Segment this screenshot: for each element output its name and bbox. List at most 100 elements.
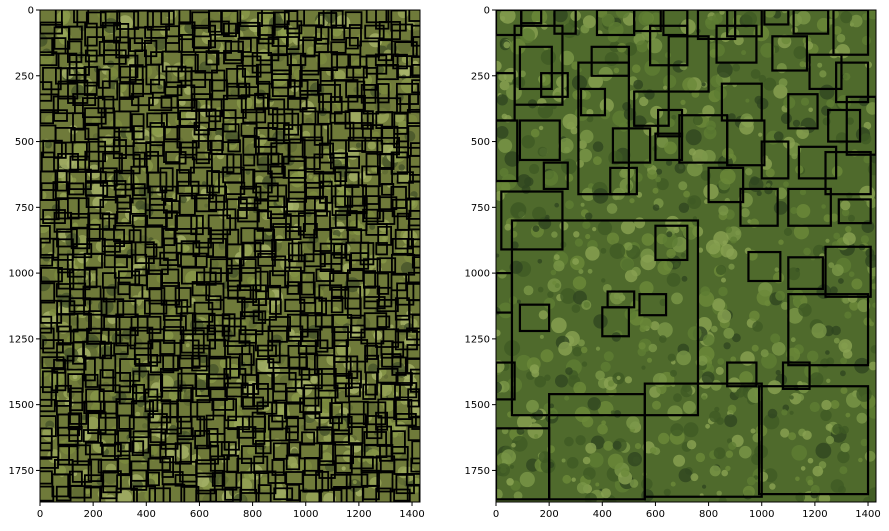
canopy-blob bbox=[840, 11, 853, 24]
canopy-blob bbox=[844, 311, 852, 319]
tree-bounding-box bbox=[237, 196, 259, 209]
tree-bounding-box bbox=[391, 237, 414, 255]
tree-bounding-box bbox=[333, 355, 352, 377]
tree-bounding-box bbox=[349, 122, 372, 142]
canopy-blob bbox=[723, 342, 731, 350]
tree-bounding-box bbox=[272, 442, 289, 460]
canopy-blob bbox=[509, 464, 515, 469]
tree-bounding-box bbox=[179, 339, 200, 360]
canopy-blob bbox=[524, 177, 534, 187]
canopy-blob bbox=[727, 404, 737, 414]
canopy-blob bbox=[185, 110, 196, 121]
tree-bounding-box bbox=[178, 354, 201, 369]
tree-bounding-box bbox=[241, 344, 255, 366]
tree-bounding-box bbox=[285, 387, 305, 404]
tree-bounding-box bbox=[362, 383, 377, 400]
tree-bounding-box bbox=[787, 93, 819, 130]
tree-bounding-box bbox=[238, 258, 257, 274]
tree-bounding-box bbox=[395, 314, 411, 333]
canopy-blob bbox=[673, 393, 682, 403]
canopy-blob bbox=[825, 423, 833, 431]
tree-bounding-box bbox=[146, 315, 162, 334]
tree-bounding-box bbox=[726, 119, 766, 167]
tree-bounding-box bbox=[393, 398, 413, 420]
tree-bounding-box bbox=[349, 324, 366, 339]
tree-bounding-box bbox=[272, 371, 297, 393]
tree-bounding-box bbox=[42, 139, 63, 159]
canopy-blob bbox=[725, 450, 734, 458]
tree-bounding-box bbox=[129, 326, 154, 350]
tree-bounding-box bbox=[405, 197, 420, 220]
tree-bounding-box bbox=[411, 79, 420, 94]
tree-bounding-box bbox=[407, 224, 420, 248]
canopy-blob bbox=[683, 422, 699, 438]
tree-bounding-box bbox=[40, 51, 58, 67]
y-tick-label: 1750 bbox=[9, 466, 34, 477]
canopy-blob bbox=[510, 202, 526, 219]
canopy-blob bbox=[828, 262, 835, 268]
tree-bounding-box bbox=[254, 270, 269, 293]
canopy-blob bbox=[581, 361, 588, 367]
canopy-blob bbox=[593, 156, 602, 166]
tree-bounding-box bbox=[364, 344, 378, 360]
tree-bounding-box bbox=[299, 330, 319, 348]
canopy-blob bbox=[741, 50, 747, 56]
canopy-blob bbox=[648, 343, 658, 353]
canopy-blob bbox=[580, 24, 590, 34]
tree-bounding-box bbox=[271, 79, 296, 98]
tree-bounding-box bbox=[113, 342, 129, 355]
tree-bounding-box bbox=[236, 284, 258, 303]
tree-bounding-box bbox=[787, 256, 824, 290]
tree-bounding-box bbox=[409, 142, 420, 157]
canopy-blob bbox=[715, 264, 727, 276]
canopy-blob bbox=[807, 479, 814, 486]
canopy-blob bbox=[100, 345, 113, 357]
tree-bounding-box bbox=[288, 367, 311, 381]
tree-bounding-box bbox=[40, 442, 53, 460]
tree-bounding-box bbox=[726, 361, 758, 388]
canopy-blob bbox=[606, 203, 618, 214]
canopy-blob bbox=[802, 430, 812, 440]
tree-bounding-box bbox=[330, 24, 346, 41]
canopy-blob bbox=[848, 271, 855, 278]
canopy-blob bbox=[547, 291, 554, 298]
tree-bounding-box bbox=[208, 338, 226, 360]
tree-bounding-box bbox=[181, 53, 199, 73]
canopy-blob bbox=[717, 309, 732, 324]
tree-bounding-box bbox=[55, 384, 72, 407]
tree-bounding-box bbox=[390, 430, 406, 455]
tree-bounding-box bbox=[287, 79, 309, 99]
canopy-blob bbox=[163, 330, 174, 341]
canopy-blob bbox=[820, 358, 830, 368]
canopy-blob bbox=[796, 204, 811, 218]
tree-bounding-box bbox=[284, 298, 306, 313]
tree-bounding-box bbox=[267, 98, 286, 116]
tree-bounding-box bbox=[313, 123, 329, 146]
canopy-blob bbox=[306, 46, 316, 55]
canopy-blob bbox=[840, 387, 848, 394]
canopy-blob bbox=[838, 278, 844, 284]
tree-bounding-box bbox=[69, 282, 87, 307]
tree-bounding-box bbox=[299, 296, 323, 317]
canopy-blob bbox=[769, 483, 776, 490]
tree-bounding-box bbox=[375, 111, 394, 130]
canopy-blob bbox=[600, 247, 607, 254]
canopy-blob bbox=[526, 399, 539, 413]
canopy-blob bbox=[499, 80, 510, 91]
tree-bounding-box bbox=[99, 10, 121, 27]
tree-bounding-box bbox=[57, 152, 79, 173]
canopy-blob bbox=[807, 350, 819, 362]
canopy-blob bbox=[821, 204, 826, 209]
tree-bounding-box bbox=[222, 22, 237, 38]
tree-bounding-box bbox=[362, 258, 381, 274]
tree-bounding-box bbox=[179, 109, 201, 129]
canopy-blob bbox=[49, 308, 58, 317]
canopy-blob bbox=[746, 476, 756, 486]
tree-bounding-box bbox=[344, 382, 361, 398]
canopy-blob bbox=[532, 225, 540, 233]
canopy-blob bbox=[837, 450, 850, 464]
tree-bounding-box bbox=[299, 281, 316, 304]
tree-bounding-box bbox=[176, 169, 190, 187]
tree-bounding-box bbox=[238, 21, 261, 39]
tree-bounding-box bbox=[211, 397, 235, 411]
